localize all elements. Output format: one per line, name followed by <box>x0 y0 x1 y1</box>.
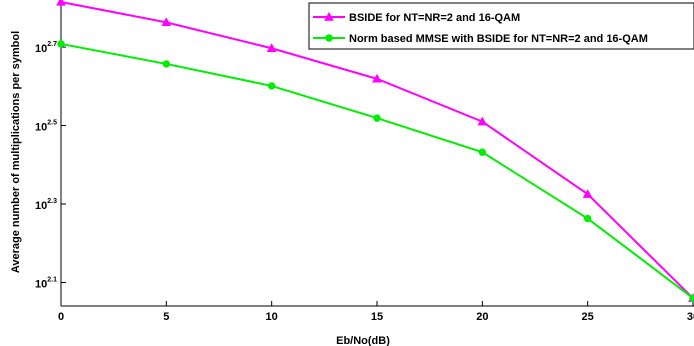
x-tick-label: 30 <box>687 311 694 323</box>
legend-marker <box>324 11 334 21</box>
x-tick-label: 0 <box>58 311 64 323</box>
y-axis-label: Average number of multiplications per sy… <box>10 31 22 273</box>
data-point <box>478 148 487 156</box>
y-tick-label: 102.1 <box>35 276 57 290</box>
legend-entry: Norm based MMSE with BSIDE for NT=NR=2 a… <box>313 33 648 45</box>
data-point <box>582 189 593 198</box>
data-point <box>162 60 171 68</box>
legend-box <box>308 2 694 50</box>
legend-label: BSIDE for NT=NR=2 and 16-QAM <box>349 12 520 24</box>
x-ticks: 0 5 10 15 20 25 30 <box>58 301 694 323</box>
data-point <box>373 114 381 122</box>
data-point <box>267 82 276 90</box>
series-layer <box>56 0 694 302</box>
x-tick-label: 10 <box>266 311 278 323</box>
data-point <box>477 116 488 126</box>
x-tick-label: 15 <box>371 311 383 323</box>
data-point <box>689 294 694 302</box>
x-tick-label: 5 <box>163 311 169 323</box>
x-tick-label: 20 <box>476 311 488 323</box>
series-1 <box>56 0 694 302</box>
legend-entry: BSIDE for NT=NR=2 and 16-QAM <box>313 11 520 24</box>
y-tick-label: 102.3 <box>35 198 57 212</box>
y-tick-label: 102.7 <box>35 41 57 55</box>
legend-label: Norm based MMSE with BSIDE for NT=NR=2 a… <box>349 33 648 45</box>
data-point <box>266 43 277 52</box>
data-point <box>57 40 65 48</box>
data-point <box>161 17 172 27</box>
data-point <box>56 0 66 6</box>
y-tick-label: 102.5 <box>35 120 57 134</box>
x-tick-label: 25 <box>582 311 594 323</box>
y-ticks: 102.7 102.5 102.3 102.1 <box>35 41 66 290</box>
x-axis-label: Eb/No(dB) <box>336 335 390 346</box>
legend: BSIDE for NT=NR=2 and 16-QAM Norm based M… <box>308 2 694 50</box>
data-point <box>583 214 592 223</box>
series-2 <box>57 40 694 302</box>
data-point <box>372 73 382 83</box>
legend-marker <box>325 34 333 42</box>
